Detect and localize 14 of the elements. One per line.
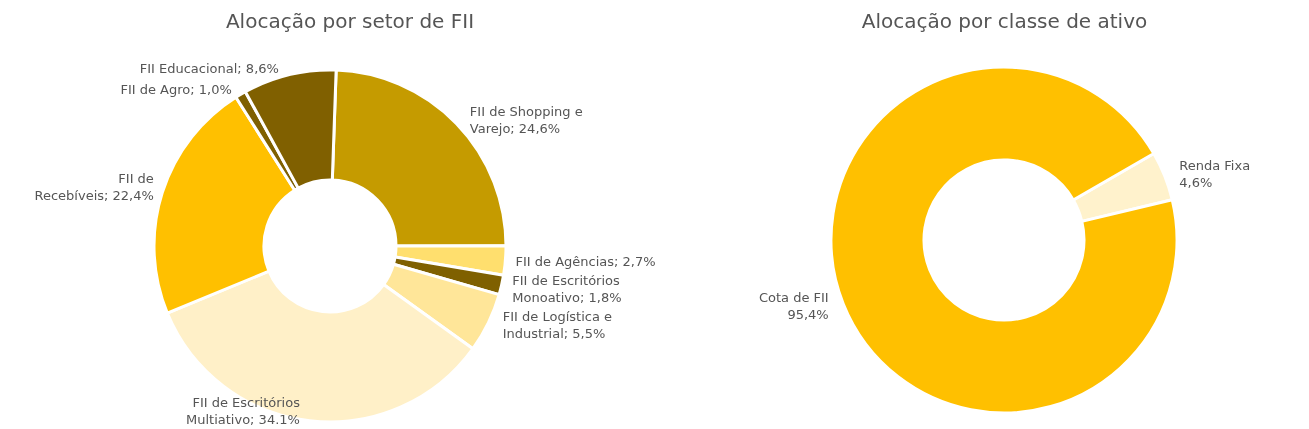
slice-label: Renda Fixa <box>1179 157 1251 173</box>
slice-label: Cota de FII <box>758 290 829 306</box>
slice-label: FII Educacional; 8,6% <box>139 61 279 77</box>
data-label: 95,4% <box>787 307 829 323</box>
slice-label: FII de Agro; 1,0% <box>120 81 232 97</box>
data-label: 4,6% <box>1179 174 1213 190</box>
slice-label: FII de Recebíveis; 22,4% <box>34 170 154 203</box>
slice-label: FII de Logística e Industrial; 5,5% <box>502 309 612 342</box>
slice-label: FII de Escritórios Monoativo; 1,8% <box>512 272 622 305</box>
chart-title: Alocação por setor de FII <box>225 9 475 33</box>
slice-label: FII de Escritórios Multiativo; 34.1% <box>186 395 301 427</box>
slice-label: FII de Agências; 2,7% <box>515 253 656 269</box>
chart-title: Alocação por classe de ativo <box>861 9 1148 33</box>
slice-label: FII de Shopping e Varejo; 24,6% <box>469 103 583 136</box>
